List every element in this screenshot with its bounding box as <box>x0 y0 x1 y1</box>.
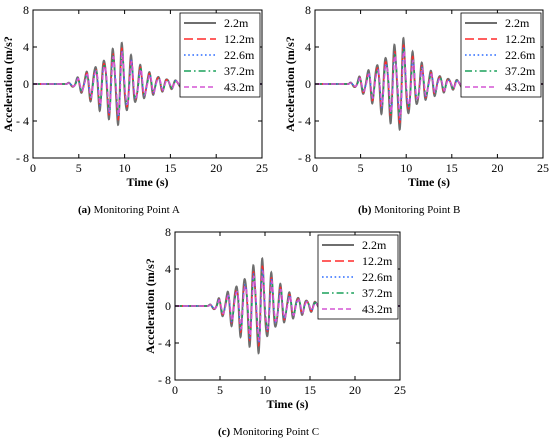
legend-label-1: 12.2m <box>505 32 536 46</box>
y-tick-label: 4 <box>305 40 311 54</box>
legend-label-4: 43.2m <box>505 80 536 94</box>
x-tick-label: 0 <box>312 161 318 175</box>
x-tick-label: 15 <box>446 161 458 175</box>
y-tick-label: 8 <box>165 225 171 239</box>
caption-a-text: Monitoring Point A <box>93 204 180 216</box>
series-line-2 <box>175 267 400 345</box>
x-axis-label: Time (s) <box>408 175 450 189</box>
caption-a-letter: (a) <box>78 204 91 216</box>
caption-c: (c) Monitoring Point C <box>218 426 319 438</box>
legend-label-1: 12.2m <box>362 254 393 268</box>
y-tick-label: 8 <box>305 3 311 17</box>
legend-label-3: 37.2m <box>362 286 393 300</box>
caption-a: (a) Monitoring Point A <box>78 204 180 216</box>
x-tick-label: 10 <box>119 161 131 175</box>
y-tick-label: - 8 <box>298 151 311 165</box>
caption-b-text: Monitoring Point B <box>374 204 461 216</box>
x-tick-label: 0 <box>172 383 178 397</box>
legend-label-1: 12.2m <box>224 32 255 46</box>
x-tick-label: 10 <box>400 161 412 175</box>
legend-label-2: 22.6m <box>505 48 536 62</box>
y-tick-label: 4 <box>165 262 171 276</box>
legend-label-0: 2.2m <box>224 16 249 30</box>
y-tick-label: 4 <box>23 40 29 54</box>
x-tick-label: 20 <box>349 383 361 397</box>
x-axis-label: Time (s) <box>266 397 308 411</box>
x-tick-label: 20 <box>210 161 222 175</box>
legend-label-2: 22.6m <box>224 48 255 62</box>
legend-label-3: 37.2m <box>505 64 536 78</box>
caption-c-letter: (c) <box>218 426 231 438</box>
chart-panel-1: 0 5 10 15 20 25 - 8 - 4 0 4 8 Time (s) Acceleration … <box>283 3 549 189</box>
y-tick-label: - 4 <box>298 114 311 128</box>
x-tick-label: 20 <box>491 161 503 175</box>
chart-panel-2: 0 5 10 15 20 25 - 8 - 4 0 4 8 Time (s) Acceleration … <box>143 225 406 411</box>
y-tick-label: - 4 <box>158 336 171 350</box>
y-tick-label: - 8 <box>158 373 171 387</box>
y-axis-label: Acceleration (m/s? <box>283 36 297 132</box>
x-tick-label: 25 <box>256 161 268 175</box>
x-tick-label: 10 <box>259 383 271 397</box>
x-axis-label: Time (s) <box>126 175 168 189</box>
y-tick-label: 0 <box>23 77 29 91</box>
y-axis-label: Acceleration (m/s? <box>1 36 15 132</box>
y-tick-label: 0 <box>305 77 311 91</box>
x-tick-label: 5 <box>76 161 82 175</box>
y-tick-label: 0 <box>165 299 171 313</box>
legend-label-2: 22.6m <box>362 270 393 284</box>
caption-b: (b) Monitoring Point B <box>358 204 460 216</box>
x-tick-label: 25 <box>537 161 549 175</box>
y-tick-label: - 4 <box>16 114 29 128</box>
x-tick-label: 5 <box>217 383 223 397</box>
x-tick-label: 5 <box>358 161 364 175</box>
legend-label-4: 43.2m <box>224 80 255 94</box>
x-tick-label: 0 <box>30 161 36 175</box>
legend-label-0: 2.2m <box>362 238 387 252</box>
series-line-4 <box>315 49 543 119</box>
chart-panel-0: 0 5 10 15 20 25 - 8 - 4 0 4 8 Time (s) Acceleration … <box>1 3 268 189</box>
x-tick-label: 25 <box>394 383 406 397</box>
y-tick-label: 8 <box>23 3 29 17</box>
caption-c-text: Monitoring Point C <box>232 426 320 438</box>
legend-label-3: 37.2m <box>224 64 255 78</box>
legend: 2.2m 12.2m 22.6m 37.2m 43.2m <box>179 12 261 98</box>
caption-b-letter: (b) <box>358 204 372 216</box>
legend-label-0: 2.2m <box>505 16 530 30</box>
y-tick-label: - 8 <box>16 151 29 165</box>
series-line-4 <box>175 270 400 342</box>
x-tick-label: 15 <box>164 161 176 175</box>
series-line-3 <box>33 49 262 118</box>
legend-label-4: 43.2m <box>362 302 393 316</box>
legend: 2.2m 12.2m 22.6m 37.2m 43.2m <box>460 12 542 98</box>
x-tick-label: 15 <box>304 383 316 397</box>
series-line-4 <box>33 51 262 117</box>
y-axis-label: Acceleration (m/s? <box>143 258 157 354</box>
legend: 2.2m 12.2m 22.6m 37.2m 43.2m <box>317 234 399 320</box>
